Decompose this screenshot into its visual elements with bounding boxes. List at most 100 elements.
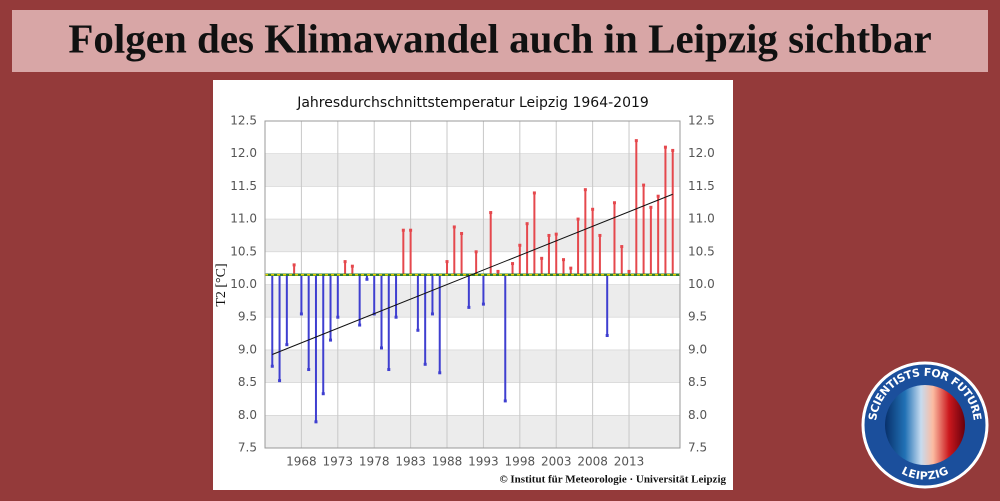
y2-tick-label: 11.0 <box>688 212 715 226</box>
stem-cap <box>518 243 522 247</box>
stem-cap <box>481 302 485 306</box>
y2-tick-label: 12.5 <box>688 114 715 128</box>
logo-bottom-path: LEIPZIG <box>900 464 951 482</box>
stem-cap <box>445 260 449 264</box>
plot-frame <box>264 120 681 449</box>
x-tick-label: 1968 <box>286 455 317 469</box>
stem-cap <box>569 266 573 270</box>
stem-cap <box>314 420 318 424</box>
stem-cap <box>671 148 675 152</box>
y2-tick-label: 12.0 <box>688 146 715 160</box>
y2-tick-label: 10.0 <box>688 277 715 291</box>
stem-cap <box>634 139 638 143</box>
logo-bottom-text: LEIPZIG <box>900 464 951 482</box>
chart-title: Jahresdurchschnittstemperatur Leipzig 19… <box>296 95 649 111</box>
stem-cap <box>489 211 493 215</box>
stem-cap <box>591 207 595 211</box>
stem-cap <box>532 191 536 195</box>
y2-tick-label: 9.5 <box>688 310 707 324</box>
stem-cap <box>394 315 398 319</box>
stem-cap <box>438 371 442 375</box>
stem-cap <box>627 269 631 273</box>
stem-cap <box>562 258 566 262</box>
stem-cap <box>620 245 624 249</box>
x-tick-label: 2008 <box>577 455 608 469</box>
y-tick-label: 11.0 <box>230 212 257 226</box>
x-tick-label: 1993 <box>468 455 499 469</box>
stem-cap <box>460 231 464 235</box>
grid-band <box>265 219 680 252</box>
stem-cap <box>511 262 515 266</box>
grid-band <box>265 284 680 318</box>
grid-band <box>265 153 680 187</box>
stem-cap <box>423 362 427 366</box>
grid-band <box>265 349 680 383</box>
y2-tick-label: 10.5 <box>688 244 715 258</box>
page-title: Folgen des Klimawandel auch in Leipzig s… <box>68 15 931 61</box>
trend-line <box>272 193 673 355</box>
y-tick-label: 9.5 <box>238 310 257 324</box>
stem-cap <box>270 364 274 368</box>
stem-cap <box>379 346 383 350</box>
y-tick-label: 11.5 <box>230 179 257 193</box>
y-tick-label: 9.0 <box>238 342 257 356</box>
stem-cap <box>583 188 587 192</box>
stem-cap <box>343 260 347 264</box>
stem-cap <box>350 264 354 268</box>
stem-cap <box>656 194 660 198</box>
x-tick-label: 2003 <box>541 455 572 469</box>
stem-cap <box>358 323 362 327</box>
y2-tick-label: 8.0 <box>688 408 707 422</box>
stem-cap <box>474 250 478 254</box>
title-banner <box>12 10 988 72</box>
grid-band <box>265 415 680 448</box>
stem-cap <box>642 183 646 187</box>
logo-stripes <box>885 385 965 465</box>
y-tick-label: 8.5 <box>238 375 257 389</box>
stem-cap <box>525 222 529 226</box>
y2-tick-label: 11.5 <box>688 179 715 193</box>
logo: SCIENTISTS FOR FUTURE LEIPZIG <box>861 361 989 489</box>
y-tick-label: 10.0 <box>230 277 257 291</box>
stem-cap <box>612 201 616 205</box>
y-tick-label: 8.0 <box>238 408 257 422</box>
stem-cap <box>416 328 420 332</box>
credit: © Institut für Meteorologie · Universitä… <box>499 474 726 486</box>
stem-cap <box>365 277 369 281</box>
stem-cap <box>467 305 471 309</box>
stem-cap <box>278 379 282 383</box>
stem-cap <box>285 343 289 347</box>
stem-cap <box>496 269 500 273</box>
x-tick-label: 1973 <box>323 455 354 469</box>
stem-cap <box>663 145 667 149</box>
y-tick-label: 12.0 <box>230 146 257 160</box>
stem-cap <box>292 263 296 267</box>
x-tick-label: 1998 <box>505 455 536 469</box>
stem-cap <box>401 228 405 232</box>
stem-cap <box>503 399 507 403</box>
stem-cap <box>329 338 333 342</box>
stem-cap <box>452 225 456 229</box>
y2-tick-label: 9.0 <box>688 342 707 356</box>
x-tick-label: 1988 <box>432 455 463 469</box>
y-tick-label: 7.5 <box>238 441 257 455</box>
stem-cap <box>321 392 325 396</box>
stem-cap <box>336 315 340 319</box>
stem-cap <box>299 312 303 316</box>
plot: 7.5 7.5 8.0 8.0 8.5 8.5 9.0 9.0 9.5 9.5 10.0 10.0 10… <box>230 114 714 469</box>
y-tick-label: 12.5 <box>230 114 257 128</box>
stem-cap <box>409 228 413 232</box>
stem-cap <box>307 368 311 372</box>
y-tick-label: 10.5 <box>230 244 257 258</box>
stem-cap <box>554 232 558 236</box>
stem-cap <box>598 233 602 237</box>
stem-cap <box>649 205 653 209</box>
stem-cap <box>605 334 609 338</box>
stem-cap <box>547 233 551 237</box>
y2-tick-label: 7.5 <box>688 441 707 455</box>
stem-cap <box>430 312 434 316</box>
stem-cap <box>387 368 391 372</box>
y-axis-title: T2 [°C] <box>214 263 229 306</box>
